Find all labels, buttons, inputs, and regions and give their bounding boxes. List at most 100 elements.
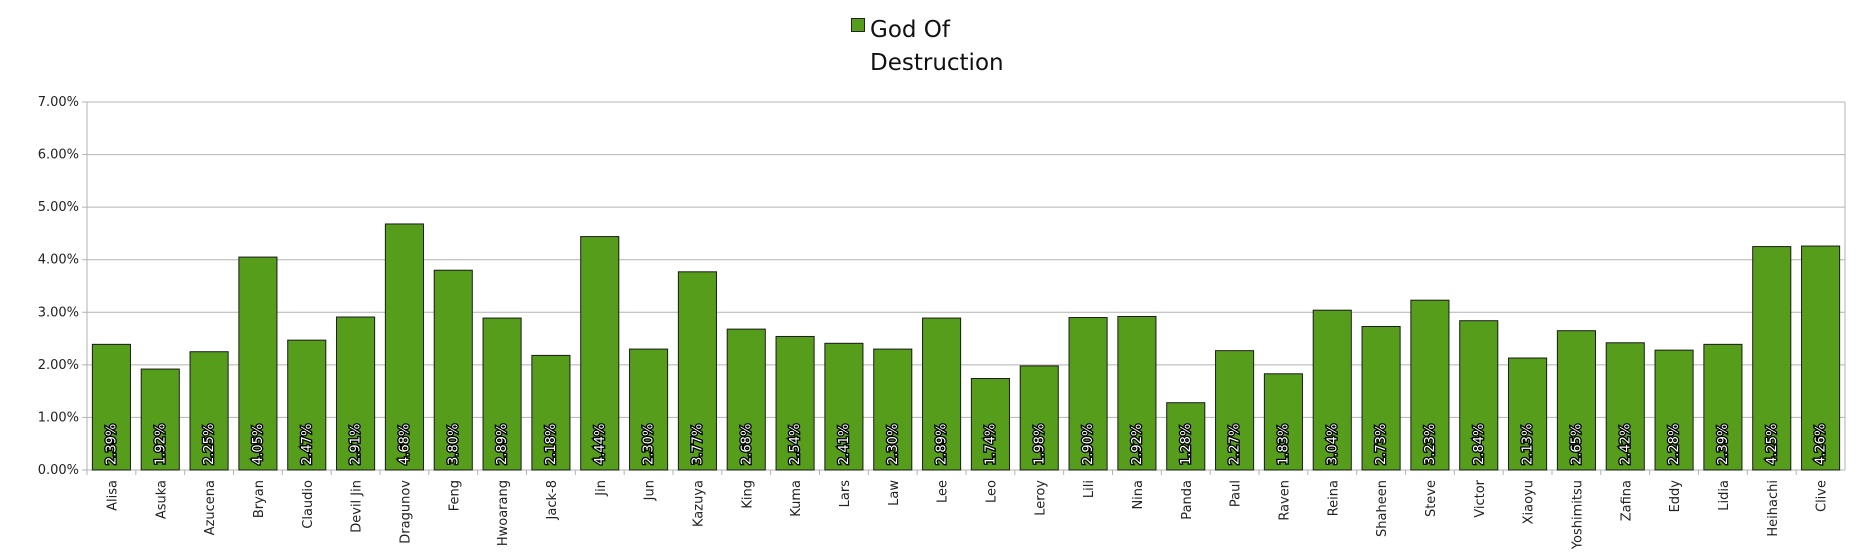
x-tick-label: Xiaoyu bbox=[1522, 480, 1537, 524]
x-tick-label: Alisa bbox=[105, 480, 120, 511]
x-tick-label: King bbox=[740, 480, 755, 509]
bar bbox=[1410, 299, 1450, 471]
data-label: 1.83% bbox=[1276, 424, 1291, 465]
data-label: 2.30% bbox=[642, 424, 657, 465]
data-label: 2.13% bbox=[1521, 424, 1536, 465]
data-label: 1.74% bbox=[983, 424, 998, 465]
bar bbox=[1117, 315, 1157, 471]
x-tick-label: Hwoarang bbox=[496, 480, 511, 546]
y-tick-label: 6.00% bbox=[38, 148, 79, 163]
y-tick-label: 4.00% bbox=[38, 253, 79, 268]
x-tick-label: Devil Jin bbox=[350, 480, 365, 533]
x-tick-label: Feng bbox=[447, 480, 462, 511]
data-label: 2.39% bbox=[104, 424, 119, 465]
bar bbox=[238, 256, 278, 471]
bar bbox=[629, 348, 669, 471]
data-label: 2.65% bbox=[1569, 424, 1584, 465]
bar bbox=[1654, 349, 1694, 471]
x-axis-ticks: Alisa Asuka Azucena Bryan Claudio Devil Jin Dr… bbox=[105, 479, 1829, 550]
data-label: 4.44% bbox=[593, 424, 608, 465]
x-tick-label: Yoshimitsu bbox=[1570, 480, 1585, 550]
x-tick-label: Clive bbox=[1815, 480, 1830, 512]
y-tick-label: 2.00% bbox=[38, 358, 79, 373]
bar bbox=[1312, 309, 1352, 471]
bar bbox=[1459, 320, 1499, 471]
x-tick-label: Asuka bbox=[154, 480, 169, 519]
data-label: 2.41% bbox=[837, 424, 852, 465]
bar bbox=[140, 368, 180, 471]
x-tick-label: Nina bbox=[1131, 480, 1146, 510]
bar bbox=[1019, 365, 1059, 471]
y-tick-label: 3.00% bbox=[38, 305, 79, 320]
data-label: 2.30% bbox=[886, 424, 901, 465]
data-label: 2.89% bbox=[935, 424, 950, 465]
x-tick-label: Panda bbox=[1180, 480, 1195, 520]
x-tick-label: Eddy bbox=[1668, 480, 1683, 513]
data-label: 2.68% bbox=[739, 424, 754, 465]
x-tick-label: Zafina bbox=[1619, 480, 1634, 521]
bar bbox=[1703, 343, 1743, 471]
bar bbox=[1068, 317, 1108, 471]
x-tick-label: Jin bbox=[594, 480, 609, 497]
bar bbox=[1361, 325, 1401, 471]
data-label: 4.05% bbox=[251, 424, 266, 465]
data-label: 2.54% bbox=[788, 424, 803, 465]
data-label: 1.98% bbox=[1032, 424, 1047, 465]
data-label: 1.92% bbox=[153, 424, 168, 465]
bar bbox=[1752, 246, 1792, 471]
data-label: 2.92% bbox=[1130, 424, 1145, 465]
legend-swatch bbox=[851, 18, 865, 32]
y-tick-label: 7.00% bbox=[38, 95, 79, 110]
legend-label: God Of Destruction bbox=[870, 17, 1004, 76]
x-tick-label: Claudio bbox=[301, 480, 316, 529]
bar bbox=[287, 339, 327, 471]
bar bbox=[775, 335, 815, 471]
bar bbox=[336, 316, 376, 471]
data-label: 3.23% bbox=[1423, 424, 1438, 465]
data-label: 2.47% bbox=[300, 424, 315, 465]
x-tick-label: Paul bbox=[1229, 480, 1244, 507]
bar bbox=[677, 271, 717, 471]
bar bbox=[1801, 245, 1841, 471]
bars bbox=[91, 223, 1841, 471]
x-tick-label: Reina bbox=[1326, 480, 1341, 516]
data-label: 2.39% bbox=[1716, 424, 1731, 465]
bar bbox=[433, 269, 473, 471]
bar bbox=[482, 317, 522, 471]
data-label: 2.73% bbox=[1374, 424, 1389, 465]
bar bbox=[580, 236, 620, 471]
bar bbox=[1508, 357, 1548, 471]
bar bbox=[726, 328, 766, 471]
data-label: 2.18% bbox=[544, 424, 559, 465]
x-tick-label: Kazuya bbox=[691, 480, 706, 527]
bar bbox=[91, 343, 131, 471]
x-tick-label: Azucena bbox=[203, 480, 218, 535]
data-label: 2.28% bbox=[1667, 424, 1682, 465]
bar bbox=[824, 342, 864, 471]
x-tick-label: Steve bbox=[1424, 480, 1439, 517]
data-label: 1.28% bbox=[1179, 424, 1194, 465]
x-tick-label: Victor bbox=[1473, 479, 1488, 517]
data-label: 3.80% bbox=[446, 424, 461, 465]
bar bbox=[189, 351, 229, 471]
data-label: 3.04% bbox=[1325, 424, 1340, 465]
bar bbox=[1605, 342, 1645, 471]
x-tick-label: Kuma bbox=[789, 480, 804, 517]
bar bbox=[384, 223, 424, 471]
bar bbox=[873, 348, 913, 471]
data-label: 2.42% bbox=[1618, 424, 1633, 465]
x-tick-label: Jack-8 bbox=[545, 480, 560, 520]
x-tick-label: Shaheen bbox=[1375, 480, 1390, 537]
bar bbox=[1556, 330, 1596, 471]
x-tick-label: Heihachi bbox=[1766, 480, 1781, 537]
bar bbox=[970, 378, 1010, 471]
x-tick-label: Leroy bbox=[1033, 480, 1048, 516]
x-tick-label: Law bbox=[887, 480, 902, 506]
x-tick-label: Lidia bbox=[1717, 480, 1732, 511]
x-tick-label: Lars bbox=[838, 480, 853, 508]
bar bbox=[1215, 350, 1255, 471]
data-label: 4.25% bbox=[1765, 424, 1780, 465]
y-axis-ticks: 0.00% 1.00% 2.00% 3.00% 4.00% 5.00% 6.00% 7.00% bbox=[38, 95, 79, 478]
data-label: 2.89% bbox=[495, 424, 510, 465]
